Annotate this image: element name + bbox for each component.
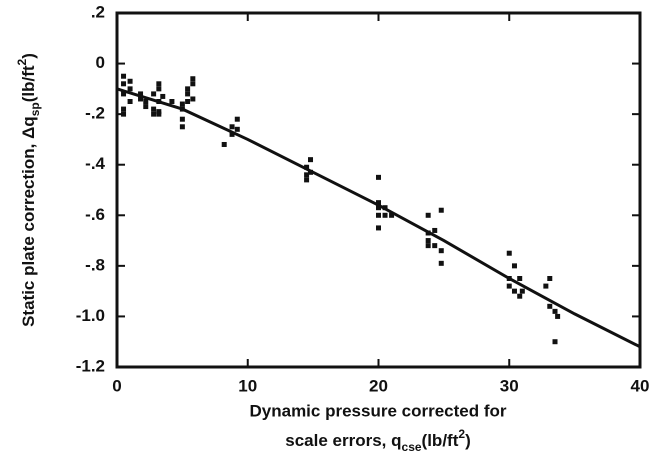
data-point xyxy=(376,225,381,231)
y-label-sub: sp xyxy=(28,102,42,116)
data-point xyxy=(221,141,227,147)
y-tick-label: 0 xyxy=(96,53,105,72)
x-tick-label: 20 xyxy=(369,376,388,395)
x-label-sub: cse xyxy=(402,440,422,454)
data-point xyxy=(185,91,191,97)
data-point xyxy=(376,212,381,218)
x-tick-label: 40 xyxy=(631,376,650,395)
data-point xyxy=(156,81,162,87)
data-point xyxy=(156,111,162,117)
x-tick-label: 10 xyxy=(238,376,257,395)
data-point xyxy=(555,313,561,319)
y-tick-label: -1.2 xyxy=(76,356,105,375)
x-tick-label: 30 xyxy=(500,376,519,395)
data-point xyxy=(425,243,431,249)
data-point xyxy=(376,205,381,211)
data-point xyxy=(121,106,127,112)
data-point xyxy=(160,93,166,99)
data-point xyxy=(552,339,558,345)
y-label-unit: (lb/ft xyxy=(19,65,38,102)
y-label-sup: 2 xyxy=(15,58,29,65)
data-point xyxy=(547,303,553,309)
data-point xyxy=(438,260,444,266)
data-point xyxy=(127,99,133,104)
data-point xyxy=(169,99,175,104)
data-point xyxy=(552,308,558,314)
data-point xyxy=(179,124,185,130)
data-point xyxy=(382,212,388,218)
data-point xyxy=(547,276,553,281)
x-tick-label: 0 xyxy=(112,376,121,395)
data-point xyxy=(438,248,444,254)
x-axis-label-line1: Dynamic pressure corrected for xyxy=(250,401,507,420)
data-point xyxy=(190,81,196,87)
x-axis-label: scale errors, qcse(lb/ft2) xyxy=(285,427,470,454)
data-point xyxy=(143,104,149,110)
data-point xyxy=(304,177,310,183)
data-point xyxy=(304,164,310,170)
data-point xyxy=(229,124,235,130)
data-point xyxy=(127,86,133,92)
data-point xyxy=(506,283,512,289)
data-point xyxy=(425,238,431,244)
data-point xyxy=(425,212,431,218)
data-point xyxy=(511,288,517,294)
data-point xyxy=(432,227,438,233)
data-point xyxy=(308,157,314,163)
data-point xyxy=(151,106,157,112)
y-tick-label: -1.0 xyxy=(76,306,105,325)
data-point xyxy=(156,109,162,115)
data-point xyxy=(229,131,235,137)
data-point xyxy=(438,207,444,213)
data-point xyxy=(138,96,144,102)
data-point xyxy=(506,250,512,256)
y-axis-label: Static plate correction, Δqsp(lb/ft2) xyxy=(15,53,42,327)
data-point xyxy=(121,111,127,117)
data-point xyxy=(517,276,523,281)
data-point xyxy=(190,76,196,82)
data-point xyxy=(151,91,157,97)
x-label-main: scale errors, q xyxy=(285,431,401,450)
data-point xyxy=(127,78,133,84)
data-point xyxy=(389,212,395,218)
plot-frame xyxy=(115,11,642,369)
data-point xyxy=(376,200,381,206)
data-point xyxy=(143,99,149,104)
data-point xyxy=(138,91,144,97)
data-point xyxy=(517,293,523,299)
data-point xyxy=(543,283,549,289)
y-label-close: ) xyxy=(19,53,38,59)
data-point xyxy=(304,172,310,178)
data-point xyxy=(121,91,127,97)
data-point xyxy=(190,96,196,102)
x-label-unit: (lb/ft xyxy=(422,431,459,450)
data-point xyxy=(121,81,127,87)
data-point xyxy=(234,126,240,132)
data-point xyxy=(376,174,381,180)
data-point xyxy=(179,101,185,107)
y-tick-label: -.8 xyxy=(85,255,105,274)
data-point xyxy=(511,263,517,269)
data-point xyxy=(519,288,525,294)
fit-line xyxy=(116,87,641,349)
y-tick-label: -.6 xyxy=(85,205,105,224)
data-point xyxy=(151,111,157,117)
y-tick-label: -.2 xyxy=(85,104,105,123)
y-tick-label: -.4 xyxy=(85,154,105,173)
data-point xyxy=(179,116,185,122)
data-point xyxy=(234,116,240,122)
data-point xyxy=(185,86,191,92)
x-label-sup: 2 xyxy=(458,427,465,441)
data-point xyxy=(156,86,162,92)
y-tick-label: .2 xyxy=(91,2,105,21)
data-point xyxy=(185,99,191,104)
data-point xyxy=(432,243,438,249)
y-label-main: Static plate correction, Δq xyxy=(19,116,38,327)
x-label-close: ) xyxy=(465,431,471,450)
data-point xyxy=(121,73,127,79)
